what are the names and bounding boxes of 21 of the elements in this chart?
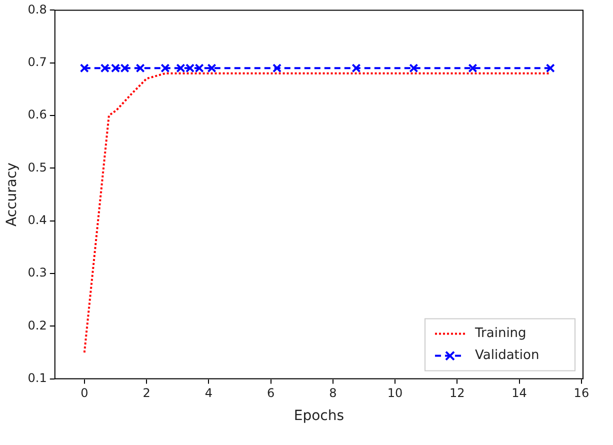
x-axis-title: Epochs [294, 408, 344, 424]
y-tick-label: 0.8 [28, 2, 47, 16]
x-tick-label: 4 [204, 386, 212, 400]
y-tick-label: 0.2 [28, 318, 47, 332]
y-tick-label: 0.6 [28, 108, 47, 122]
x-tick-label: 6 [266, 386, 275, 400]
x-tick-label: 12 [450, 386, 465, 400]
y-tick-label: 0.5 [28, 160, 47, 174]
y-tick-label: 0.7 [28, 54, 47, 69]
y-axis-title: Accuracy [4, 162, 20, 226]
y-tick-label: 0.1 [28, 370, 47, 385]
x-tick-label: 14 [512, 386, 527, 400]
x-tick-label: 16 [574, 386, 590, 400]
y-tick-label: 0.4 [28, 212, 47, 227]
x-tick-label: 0 [80, 386, 88, 400]
x-tick-label: 2 [142, 386, 150, 400]
x-tick-label: 8 [329, 386, 337, 400]
legend-label: Validation [475, 348, 540, 364]
y-tick-label: 0.3 [28, 266, 47, 280]
legend-label: Training [474, 326, 526, 342]
x-tick-label: 10 [387, 386, 403, 400]
